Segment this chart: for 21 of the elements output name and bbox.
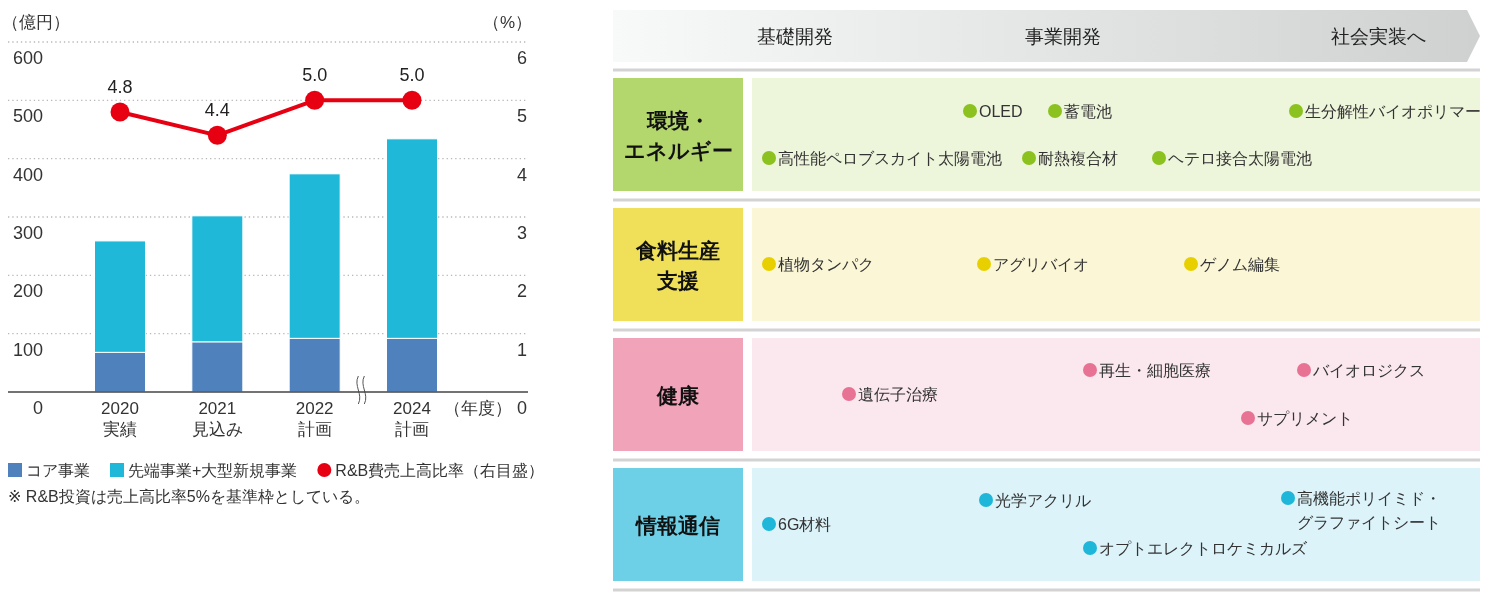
- item: 生分解性バイオポリマー: [1305, 102, 1481, 120]
- item: ゲノム編集: [1200, 255, 1280, 273]
- item: 光学アクリル: [995, 491, 1091, 509]
- item: 高性能ペロブスカイト太陽電池: [778, 149, 1002, 167]
- item: サプリメント: [1257, 409, 1353, 427]
- stage: 社会実装へ: [1330, 25, 1426, 47]
- item: 蓄電池: [1064, 102, 1112, 120]
- item: 耐熱複合材: [1038, 149, 1118, 167]
- stage: 事業開発: [1025, 25, 1101, 47]
- stage: 基礎開発: [757, 25, 833, 47]
- item: アグリバイオ: [993, 255, 1089, 273]
- item: バイオロジクス: [1313, 361, 1425, 379]
- item: 植物タンパク: [778, 255, 874, 273]
- item: 高機能ポリイミド・グラファイトシート: [1297, 489, 1441, 531]
- item: OLED: [979, 102, 1023, 120]
- note: ※ R&B投資は売上高比率5%を基準枠としている。: [8, 487, 370, 505]
- item: 6G材料: [778, 515, 832, 533]
- item: 遺伝子治療: [858, 385, 938, 403]
- item: 再生・細胞医療: [1099, 361, 1211, 379]
- item: ヘテロ接合太陽電池: [1168, 149, 1312, 167]
- item: オプトエレクトロケミカルズ: [1099, 539, 1307, 557]
